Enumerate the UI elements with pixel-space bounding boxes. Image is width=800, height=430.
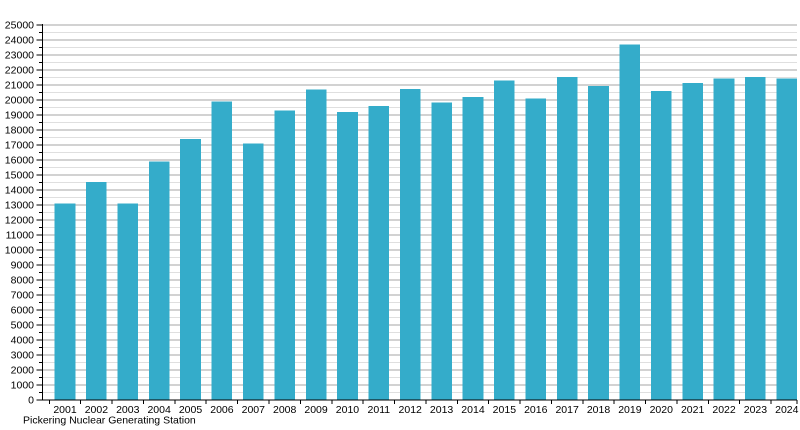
bars-group xyxy=(54,44,798,400)
bar-2022 xyxy=(713,78,735,400)
y-tick-label-17000: 17000 xyxy=(5,140,34,152)
bar-2006 xyxy=(211,101,233,400)
y-tick-label-21000: 21000 xyxy=(5,80,34,92)
x-tick-label-2019: 2019 xyxy=(618,404,642,416)
bar-2004 xyxy=(148,161,170,400)
y-tick-label-22000: 22000 xyxy=(5,65,34,77)
y-tick-label-3000: 3000 xyxy=(11,350,35,362)
bar-2023 xyxy=(745,76,766,400)
y-tick-label-20000: 20000 xyxy=(5,95,34,107)
y-tick-label-14000: 14000 xyxy=(5,185,34,197)
y-tick-label-6000: 6000 xyxy=(11,305,35,317)
x-tick-label-2006: 2006 xyxy=(210,404,234,416)
y-tick-label-4000: 4000 xyxy=(11,335,35,347)
bar-2019 xyxy=(619,44,641,400)
x-tick-label-2009: 2009 xyxy=(304,404,328,416)
bar-2008 xyxy=(274,110,295,400)
bar-2024 xyxy=(776,78,798,400)
bar-2001 xyxy=(54,203,76,400)
bar-2017 xyxy=(556,76,578,400)
x-tick-label-2010: 2010 xyxy=(336,404,360,416)
y-tick-label-18000: 18000 xyxy=(5,125,34,137)
x-tick-label-2012: 2012 xyxy=(399,404,423,416)
x-tick-label-2013: 2013 xyxy=(430,404,454,416)
bar-2018 xyxy=(588,85,609,400)
x-tick-label-2015: 2015 xyxy=(493,404,517,416)
y-tick-label-24000: 24000 xyxy=(5,35,34,47)
x-tick-label-2005: 2005 xyxy=(179,404,203,416)
y-tick-label-7000: 7000 xyxy=(11,290,35,302)
y-tick-label-19000: 19000 xyxy=(5,110,34,122)
x-tick-label-2004: 2004 xyxy=(147,404,171,416)
bar-2010 xyxy=(337,112,358,400)
axes-group xyxy=(36,24,798,404)
bar-2012 xyxy=(399,88,421,400)
x-tick-label-2003: 2003 xyxy=(116,404,140,416)
x-tick-label-2023: 2023 xyxy=(744,404,768,416)
x-tick-label-2020: 2020 xyxy=(650,404,674,416)
bar-2005 xyxy=(180,139,201,400)
x-tick-label-2018: 2018 xyxy=(587,404,611,416)
x-tick-label-2014: 2014 xyxy=(461,404,485,416)
x-tick-label-2016: 2016 xyxy=(524,404,548,416)
bar-2007 xyxy=(243,143,264,400)
y-tick-label-15000: 15000 xyxy=(5,170,34,182)
y-tick-label-2000: 2000 xyxy=(11,365,35,377)
x-tick-label-2024: 2024 xyxy=(775,404,799,416)
y-tick-label-13000: 13000 xyxy=(5,200,34,212)
bar-2021 xyxy=(682,82,703,400)
x-tick-label-2002: 2002 xyxy=(85,404,109,416)
y-tick-label-8000: 8000 xyxy=(11,275,35,287)
x-tick-label-2011: 2011 xyxy=(368,404,391,416)
bar-2002 xyxy=(86,181,107,400)
y-tick-label-11000: 11000 xyxy=(6,230,35,242)
bar-2014 xyxy=(462,97,484,400)
y-tick-label-25000: 25000 xyxy=(5,20,34,32)
y-tick-label-10000: 10000 xyxy=(5,245,34,257)
bar-2013 xyxy=(431,102,452,400)
y-tick-label-0: 0 xyxy=(28,395,34,407)
x-tick-label-2008: 2008 xyxy=(273,404,297,416)
bar-2003 xyxy=(117,203,139,400)
y-tick-label-5000: 5000 xyxy=(11,320,35,332)
x-tick-label-2001: 2001 xyxy=(53,404,77,416)
bar-2016 xyxy=(525,98,547,400)
y-axis-labels: 0 1000 2000 3000 4000 5000 6000 7000 8000 9000 100… xyxy=(5,20,34,407)
y-tick-label-23000: 23000 xyxy=(5,50,34,62)
bar-2015 xyxy=(494,80,515,400)
y-tick-label-1000: 1000 xyxy=(11,380,35,392)
bar-2009 xyxy=(305,89,327,400)
y-tick-label-9000: 9000 xyxy=(11,260,35,272)
x-tick-label-2007: 2007 xyxy=(242,404,266,416)
x-tick-label-2017: 2017 xyxy=(555,404,579,416)
x-axis-labels: 2001 2002 2003 2004 2005 2006 2007 2008 2009 2010… xyxy=(53,404,798,416)
y-tick-label-16000: 16000 xyxy=(5,155,34,167)
chart-footer-title: Pickering Nuclear Generating Station xyxy=(23,415,196,427)
x-tick-label-2021: 2021 xyxy=(681,404,705,416)
y-tick-label-12000: 12000 xyxy=(5,215,34,227)
bar-2011 xyxy=(368,106,390,400)
x-tick-label-2022: 2022 xyxy=(712,404,736,416)
bar-2020 xyxy=(650,91,672,400)
